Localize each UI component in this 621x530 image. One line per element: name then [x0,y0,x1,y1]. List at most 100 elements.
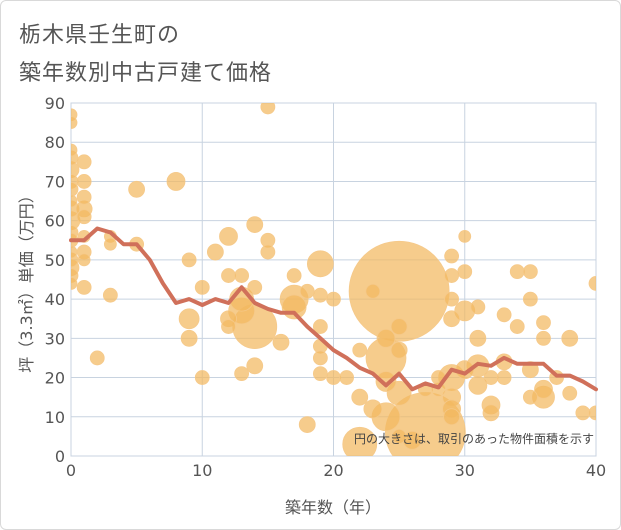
bubble-size-note: 円の大きさは、取引のあった物件面積を示す [354,431,594,446]
bubble-point [522,389,538,405]
y-axis-label: 坪（3.3㎡）単価（万円） [17,187,36,372]
bubble-point [376,328,396,348]
bubble-point [76,189,92,205]
bubble-point [588,276,596,291]
bubble-point [128,180,146,198]
bubble-point [180,329,198,347]
bubble-point [71,161,80,179]
bubble-point [326,291,341,307]
y-tick-label: 0 [55,447,65,466]
bubble-point [76,209,92,225]
bubble-point [102,287,118,303]
bubble-point [221,319,236,334]
y-tick-label: 20 [45,369,65,388]
bubble-point [458,229,472,243]
bubble-point [588,405,596,421]
bubble-point [71,143,78,157]
y-tick-label: 50 [45,251,65,270]
bubble-point [286,268,302,283]
bubble-point [522,264,538,280]
bubble-point [181,252,197,268]
bubble-point [246,216,264,233]
bubble-point [561,329,579,347]
chart-title-line-1: 栃木県壬生町の [19,23,181,48]
bubble-point [326,370,341,385]
bubble-point [342,426,378,456]
bubble-point [219,226,238,246]
bubble-point [575,405,591,421]
bubble-point [509,264,525,280]
bubble-point [363,399,383,419]
bubble-point [71,194,78,208]
y-tick-label: 10 [45,408,65,427]
bubble-point [247,279,263,295]
bubble-point [76,174,92,189]
bubble-point [298,416,316,434]
bubble-point [166,172,186,191]
bubble-point [375,371,397,392]
bubble-point [390,341,408,359]
bubble-point [444,248,460,264]
bubble-point [470,299,486,315]
y-tick-label: 70 [45,172,65,191]
bubble-point [562,385,578,401]
bubble-point [246,357,264,375]
bubble-point [351,388,369,406]
tick-labels: 0 10 20 30 40 50 60 70 80 90 0 10 20 30 40 [45,94,607,480]
bubble-point [71,277,78,290]
bubble-point [444,291,460,307]
bubble-point [306,250,334,278]
bubbles [71,103,596,456]
bubble-point [76,279,92,295]
bubble-point [312,366,328,382]
bubble-point [272,333,290,351]
bubble-point [443,310,461,328]
bubble-point [312,319,328,334]
bubble-point [194,370,210,385]
bubble-point [444,268,460,283]
bubble-point [522,291,538,307]
bubble-point [365,283,381,299]
bubble-point [468,375,488,395]
bubble-point [496,307,512,323]
bubble-point [234,268,250,283]
bubble-point [234,366,250,382]
bubble-point [457,264,473,280]
bubble-point [348,240,450,342]
bubble-point [536,315,551,331]
x-tick-label: 10 [192,461,212,480]
bubble-point [339,370,355,385]
bubble-point [390,318,408,335]
bubble-point [509,319,525,334]
bubble-point [194,279,210,295]
y-tick-label: 80 [45,133,65,152]
x-tick-label: 0 [66,461,76,480]
bubble-point [482,404,500,422]
bubble-point [534,379,553,399]
bubble-point [536,330,551,346]
y-tick-label: 90 [45,94,65,113]
x-tick-label: 20 [323,461,343,480]
bubble-point [71,181,79,197]
bubble-point [76,154,92,170]
bubble-point [260,244,276,260]
trend-line [69,226,598,392]
bubble-point [260,103,276,115]
y-tick-label: 30 [45,329,65,348]
bubble-point [352,342,368,358]
bubble-point [71,245,78,259]
bubble-point [312,350,328,366]
bubble-point [206,243,224,261]
chart-title-line-2: 築年数別中古戸建て価格 [19,61,273,86]
bubble-point [178,308,200,330]
trend-line-group [69,226,598,392]
bubble-point [221,268,236,283]
bubble-point [496,370,512,385]
bubble-point [443,408,461,426]
y-tick-label: 40 [45,290,65,309]
x-tick-label: 40 [586,461,606,480]
y-tick-label: 60 [45,212,65,231]
grid-lines [70,102,597,457]
bubble-point [103,237,117,251]
